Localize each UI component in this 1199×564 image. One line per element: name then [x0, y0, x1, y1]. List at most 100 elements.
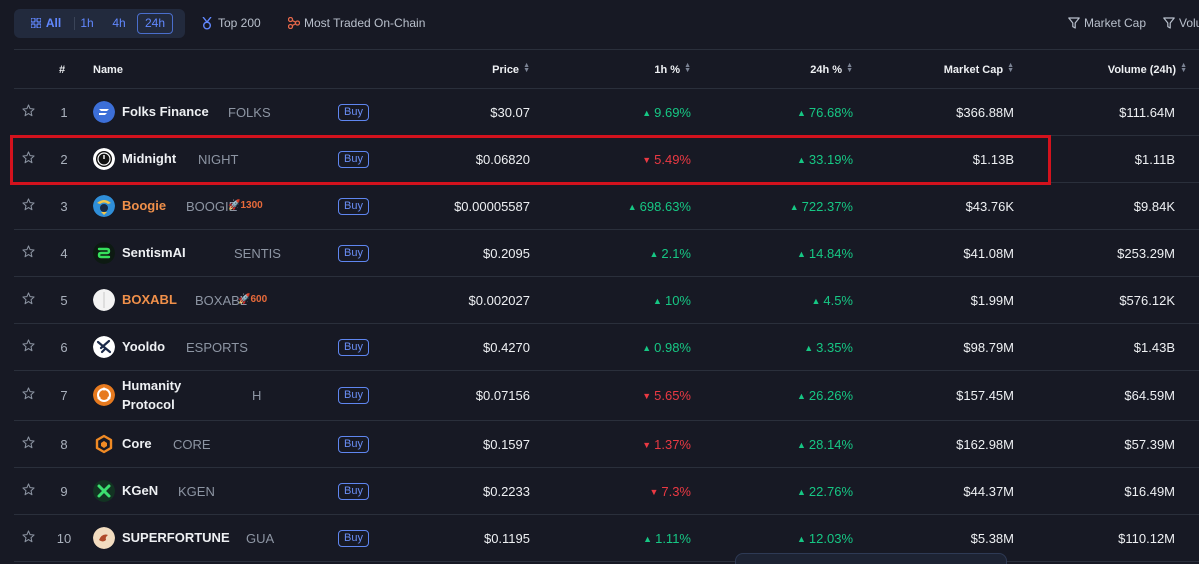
header-market-cap[interactable]: Market Cap ▲ ▼	[944, 62, 1014, 78]
star-icon[interactable]	[22, 150, 35, 164]
table-row[interactable]: 8 Core CORE Buy $0.1597 ▼ 1.37% ▲ 28.14% $162.98M…	[14, 421, 1199, 468]
star-icon[interactable]	[22, 197, 35, 211]
buy-button[interactable]: Buy	[338, 529, 369, 547]
filter-icon	[1068, 17, 1080, 29]
buy-button[interactable]: Buy	[338, 103, 369, 121]
coin-name[interactable]: Humanity	[122, 378, 182, 393]
star-icon[interactable]	[22, 244, 35, 258]
star-icon[interactable]	[22, 482, 35, 496]
change-1h: ▼ 5.65%	[642, 388, 691, 403]
segment-24h[interactable]: 24h	[137, 13, 173, 34]
coin-name[interactable]: KGeN	[122, 482, 159, 498]
coin-logo-icon	[93, 194, 115, 217]
coin-symbol: NIGHT	[198, 151, 239, 167]
coin-name[interactable]: SUPERFORTUNE	[122, 529, 230, 545]
buy-button[interactable]: Buy	[338, 197, 369, 215]
price-value: $0.2233	[483, 483, 530, 499]
segment-1h[interactable]: 1h	[80, 16, 94, 30]
boost-count: 1300	[240, 199, 263, 211]
coin-symbol: SENTIS	[234, 245, 281, 261]
caret-up-icon: ▲	[789, 201, 799, 212]
header-volume[interactable]: Volume (24h) ▲ ▼	[1108, 62, 1187, 78]
sort-icon: ▲ ▼	[523, 62, 530, 74]
price-value: $0.2095	[483, 245, 530, 261]
caret-up-icon: ▲	[627, 201, 637, 212]
market-cap-value: $5.38M	[970, 530, 1014, 546]
coin-symbol: GUA	[246, 530, 275, 546]
star-icon[interactable]	[22, 291, 35, 305]
segment-4h[interactable]: 4h	[112, 16, 126, 30]
coin-name[interactable]: BOXABL	[122, 291, 177, 307]
market-cap-value: $366.88M	[956, 104, 1014, 120]
market-cap-value: $1.99M	[970, 292, 1014, 308]
percent-value: 28.14%	[808, 436, 853, 452]
grid-icon	[30, 18, 41, 28]
top200-filter[interactable]: Top 200	[202, 15, 267, 31]
coin-name[interactable]: Core	[122, 435, 152, 451]
header-24h[interactable]: 24h % ▲ ▼	[810, 62, 853, 78]
volume-filter-label: Volu	[1179, 16, 1199, 30]
market-cap-value: $1.13B	[972, 151, 1014, 167]
percent-value: 7.3%	[661, 483, 691, 499]
floating-panel-edge	[735, 553, 1007, 564]
sort-icon: ▲ ▼	[1007, 62, 1014, 74]
buy-button[interactable]: Buy	[338, 482, 369, 500]
coin-name[interactable]: Boogie	[122, 197, 167, 213]
buy-button[interactable]: Buy	[338, 244, 369, 262]
buy-button[interactable]: Buy	[338, 338, 369, 356]
change-1h: ▼ 5.49%	[642, 152, 691, 167]
coin-name-line2[interactable]: Protocol	[122, 397, 175, 412]
table-row[interactable]: 10 SUPERFORTUNE GUA Buy $0.1195 ▲ 1.11% ▲ 12.03%…	[14, 515, 1199, 562]
buy-button[interactable]: Buy	[338, 150, 369, 168]
caret-up-icon: ▲	[642, 107, 652, 118]
coin-logo-icon	[93, 100, 115, 123]
star-icon[interactable]	[22, 435, 35, 449]
selection-highlight	[10, 135, 1051, 185]
segment-all[interactable]: All	[24, 13, 68, 34]
coin-name[interactable]: Midnight	[122, 150, 177, 166]
volume-filter[interactable]: Volu	[1163, 15, 1199, 31]
most-traded-filter[interactable]: Most Traded On-Chain	[288, 15, 428, 31]
header-1h[interactable]: 1h % ▲ ▼	[654, 62, 691, 78]
percent-value: 1.11%	[655, 530, 691, 546]
caret-up-icon: ▲	[642, 342, 652, 353]
table-row[interactable]: 1 Folks Finance FOLKS Buy $30.07 ▲ 9.69% ▲ 76.68…	[14, 89, 1199, 136]
buy-button[interactable]: Buy	[338, 435, 369, 453]
star-icon[interactable]	[22, 529, 35, 543]
price-value: $0.1195	[483, 530, 530, 546]
percent-value: 76.68%	[808, 104, 853, 120]
header-price[interactable]: Price ▲ ▼	[492, 62, 530, 78]
table-row[interactable]: 4 SentismAI SENTIS Buy $0.2095 ▲ 2.1% ▲ 14.84% $4…	[14, 230, 1199, 277]
network-icon	[288, 17, 300, 29]
buy-button[interactable]: Buy	[338, 387, 369, 404]
coin-symbol: ESPORTS	[186, 339, 248, 355]
caret-up-icon: ▲	[653, 295, 662, 306]
coin-name[interactable]: SentismAI	[122, 244, 186, 260]
caret-down-icon: ▼	[642, 391, 652, 401]
volume-value: $57.39M	[1124, 436, 1175, 452]
star-icon[interactable]	[22, 338, 35, 352]
table-row[interactable]: 3 Boogie BOOGIE 🚀1300 Buy $0.00005587 ▲ 698.63%…	[14, 183, 1199, 230]
percent-value: 698.63%	[639, 198, 691, 214]
price-value: $0.4270	[483, 339, 530, 355]
percent-value: 4.5%	[823, 292, 853, 308]
table-row[interactable]: 7 Humanity Protocol H Buy $0.07156 ▼ 5.65% ▲ 26.2…	[14, 371, 1199, 421]
boost-badge[interactable]: 🚀600	[238, 294, 267, 305]
change-1h: ▲ 10%	[653, 293, 691, 308]
coin-name[interactable]: Folks Finance	[122, 103, 209, 119]
boost-badge[interactable]: 🚀1300	[228, 200, 263, 211]
market-cap-value: $44.37M	[963, 483, 1014, 499]
table-row[interactable]: 5 BOXABL BOXABL 🚀600 $0.002027 ▲ 10% ▲ 4.5% $1.99…	[14, 277, 1199, 324]
table-row[interactable]: 9 KGeN KGEN Buy $0.2233 ▼ 7.3% ▲ 22.76% $44.37M $1…	[14, 468, 1199, 515]
caret-up-icon: ▲	[796, 107, 806, 118]
coin-name[interactable]: Yooldo	[122, 338, 166, 354]
volume-value: $64.59M	[1124, 388, 1175, 403]
change-24h: ▲ 28.14%	[797, 437, 853, 452]
rank-number: 8	[60, 436, 68, 452]
market-cap-filter[interactable]: Market Cap	[1068, 15, 1148, 31]
star-icon[interactable]	[22, 103, 35, 117]
star-icon[interactable]	[22, 387, 35, 400]
table-row[interactable]: 6 Yooldo ESPORTS Buy $0.4270 ▲ 0.98% ▲ 3.35% $98.…	[14, 324, 1199, 371]
percent-value: 22.76%	[808, 483, 853, 499]
coin-symbol: CORE	[173, 436, 211, 452]
